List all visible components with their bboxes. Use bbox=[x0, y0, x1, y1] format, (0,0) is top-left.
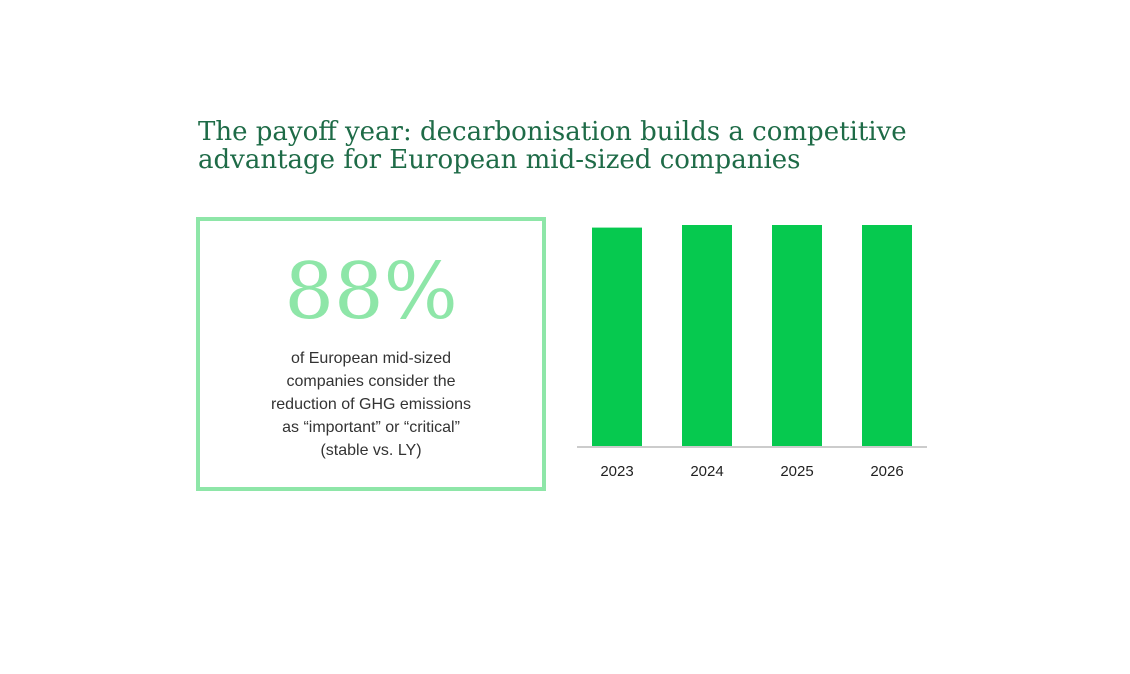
caption-line-5: (stable vs. LY) bbox=[320, 442, 422, 459]
caption-line-1: of European mid-sized bbox=[290, 350, 452, 367]
key-stat-value: 88% bbox=[284, 247, 458, 337]
caption-line-4: as “important” or “critical” bbox=[282, 419, 460, 436]
x-tick-label-2023: 2023 bbox=[600, 463, 633, 480]
caption-line-3: reduction of GHG emissions bbox=[270, 396, 472, 413]
bar-chart: 84%202385%202488%202588%2026 bbox=[577, 225, 927, 480]
bar-2025 bbox=[772, 225, 822, 446]
bar-2024 bbox=[682, 225, 732, 446]
bar-2023 bbox=[592, 227, 642, 446]
bar-2026 bbox=[862, 225, 912, 446]
caption-line-2: companies consider the bbox=[286, 373, 456, 390]
x-tick-label-2025: 2025 bbox=[780, 463, 813, 480]
title-line-2: advantage for European mid-sized compani… bbox=[198, 145, 801, 175]
x-tick-label-2026: 2026 bbox=[870, 463, 903, 480]
key-stat-box: 88% of European mid-sized companies cons… bbox=[196, 217, 546, 491]
x-tick-label-2024: 2024 bbox=[690, 463, 723, 480]
chart-title: The payoff year: decarbonisation builds … bbox=[198, 118, 958, 174]
key-stat-caption: of European mid-sized companies consider… bbox=[240, 347, 502, 462]
title-line-1: The payoff year: decarbonisation builds … bbox=[198, 117, 907, 147]
